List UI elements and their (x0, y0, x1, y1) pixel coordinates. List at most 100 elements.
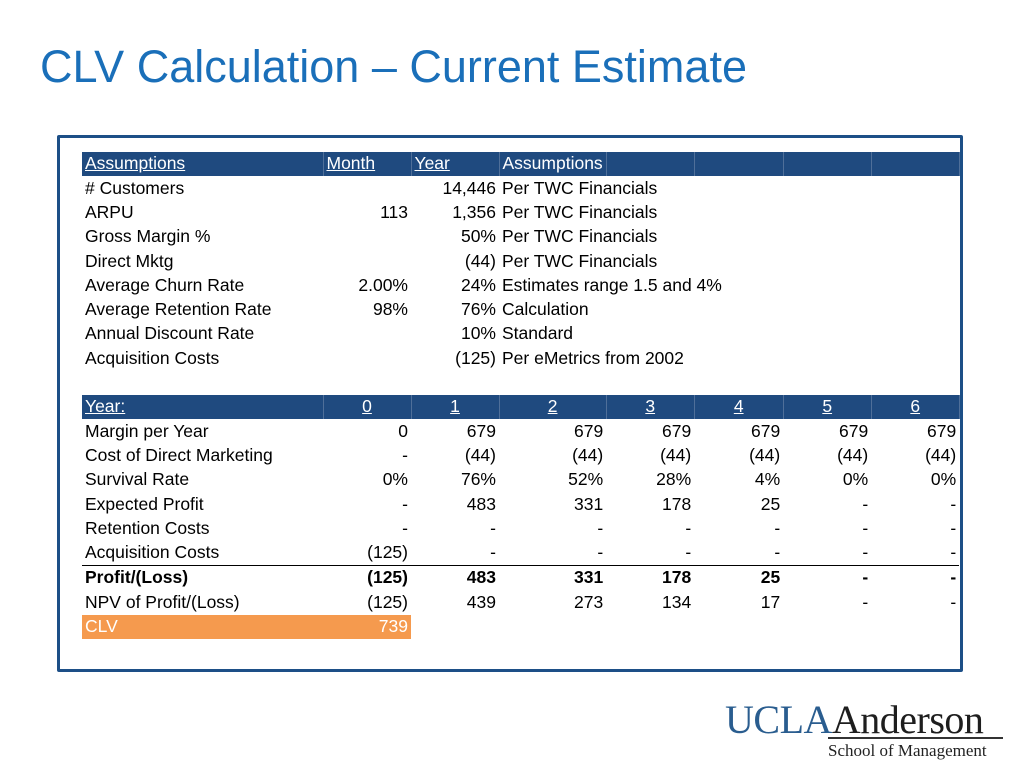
cell: 331 (499, 565, 607, 591)
cell: 273 (573, 591, 604, 612)
assumption-month: 2.00% (358, 274, 408, 295)
row-label: Cost of Direct Marketing (85, 444, 273, 465)
projection-row: Expected Profit - 483 331 178 25 - - (82, 492, 959, 516)
row-label: Profit/(Loss) (82, 565, 323, 591)
header-month: Month (323, 152, 412, 177)
assumption-row: Acquisition Costs (125) Per eMetrics fro… (82, 346, 959, 370)
header-year-1: 1 (411, 394, 500, 420)
profit-row: Profit/(Loss) (125) 483 331 178 25 - - (82, 565, 960, 591)
header-year-label: Year: (82, 394, 324, 420)
assumption-month (323, 225, 411, 249)
assumption-row: # Customers 14,446 Per TWC Financials (82, 176, 959, 200)
cell: - (402, 517, 408, 538)
assumption-year: (44) (464, 250, 496, 271)
assumption-year: (125) (455, 347, 496, 368)
assumption-note: Estimates range 1.5 and 4% (502, 274, 722, 295)
row-label: Acquisition Costs (85, 542, 220, 563)
cell: - (862, 542, 869, 563)
cell: 52% (568, 469, 604, 490)
assumption-label: # Customers (85, 177, 185, 198)
header-year-3: 3 (606, 394, 695, 420)
cell: 17 (760, 591, 781, 612)
row-label: Survival Rate (85, 469, 190, 490)
table-frame (57, 135, 963, 672)
header-blank (871, 152, 960, 177)
header-assumptions-note: Assumptions (499, 152, 607, 177)
assumption-row: Gross Margin % 50% Per TWC Financials (82, 225, 959, 249)
cell: - (490, 517, 496, 538)
year-header-row: Year: 0 1 2 3 4 5 6 (82, 394, 960, 420)
cell: - (862, 517, 869, 538)
clv-row: CLV 739 (82, 614, 959, 639)
cell: (44) (925, 444, 957, 465)
assumption-note: Per TWC Financials (502, 177, 658, 198)
cell: 679 (466, 420, 496, 441)
cell: (125) (367, 591, 408, 612)
assumption-label: Annual Discount Rate (85, 323, 255, 344)
logo-anderson: Anderson (831, 697, 984, 742)
assumption-row: Annual Discount Rate 10% Standard (82, 322, 959, 346)
ucla-anderson-logo: UCLAAnderson School of Management (725, 700, 1005, 762)
npv-row: NPV of Profit/(Loss) (125) 439 273 134 1… (82, 590, 959, 614)
row-label: Margin per Year (85, 420, 209, 441)
header-blank (694, 152, 784, 177)
cell: 4% (754, 469, 781, 490)
assumption-month: 113 (380, 201, 408, 222)
cell: 134 (661, 591, 692, 612)
projection-row: Acquisition Costs (125) - - - - - - (82, 541, 959, 566)
cell: - (950, 542, 957, 563)
header-year: Year (411, 152, 500, 177)
cell: (44) (749, 444, 781, 465)
projection-row: Margin per Year 0 679 679 679 679 679 67… (82, 419, 959, 443)
row-label: Retention Costs (85, 517, 210, 538)
cell: 28% (656, 469, 692, 490)
clv-label: CLV (82, 614, 323, 639)
cell: - (871, 565, 960, 591)
clv-table: Assumptions Month Year Assumptions # Cus… (82, 152, 960, 639)
cell: - (597, 542, 604, 563)
assumption-row: Average Churn Rate 2.00% 24% Estimates r… (82, 273, 959, 297)
cell: - (862, 591, 869, 612)
cell: (44) (660, 444, 692, 465)
cell: - (490, 542, 496, 563)
assumption-label: Average Retention Rate (85, 299, 272, 320)
logo-divider (828, 737, 1003, 739)
spacer-row (82, 371, 959, 395)
header-assumptions: Assumptions (82, 152, 324, 177)
assumption-label: Gross Margin % (85, 226, 211, 247)
cell: - (862, 493, 869, 514)
assumption-year: 14,446 (442, 177, 496, 198)
assumption-note: Standard (502, 323, 574, 344)
assumption-note: Per TWC Financials (502, 250, 658, 271)
cell: - (950, 591, 957, 612)
cell: (44) (572, 444, 604, 465)
assumption-note: Calculation (502, 299, 589, 320)
cell: 0 (398, 420, 408, 441)
cell: - (774, 542, 781, 563)
cell: 178 (661, 493, 692, 514)
cell: 0% (382, 469, 408, 490)
cell: 25 (694, 565, 784, 591)
header-blank (606, 152, 695, 177)
cell: 679 (838, 420, 869, 441)
cell: - (685, 517, 692, 538)
cell: 76% (460, 469, 496, 490)
cell: - (783, 565, 872, 591)
assumption-year: 76% (460, 299, 496, 320)
assumption-year: 24% (460, 274, 496, 295)
cell: (44) (837, 444, 869, 465)
cell: 483 (466, 493, 496, 514)
assumption-year: 1,356 (452, 201, 496, 222)
assumption-month (323, 346, 411, 370)
cell: 178 (606, 565, 695, 591)
assumption-note: Per TWC Financials (502, 201, 658, 222)
cell: 331 (573, 493, 604, 514)
cell: 679 (750, 420, 781, 441)
row-label: NPV of Profit/(Loss) (85, 591, 240, 612)
assumption-note: Per eMetrics from 2002 (502, 347, 684, 368)
assumption-label: Direct Mktg (85, 250, 174, 271)
assumption-month: 98% (372, 299, 408, 320)
cell: 0% (842, 469, 869, 490)
assumptions-header-row: Assumptions Month Year Assumptions (82, 152, 960, 177)
cell: 439 (466, 591, 496, 612)
